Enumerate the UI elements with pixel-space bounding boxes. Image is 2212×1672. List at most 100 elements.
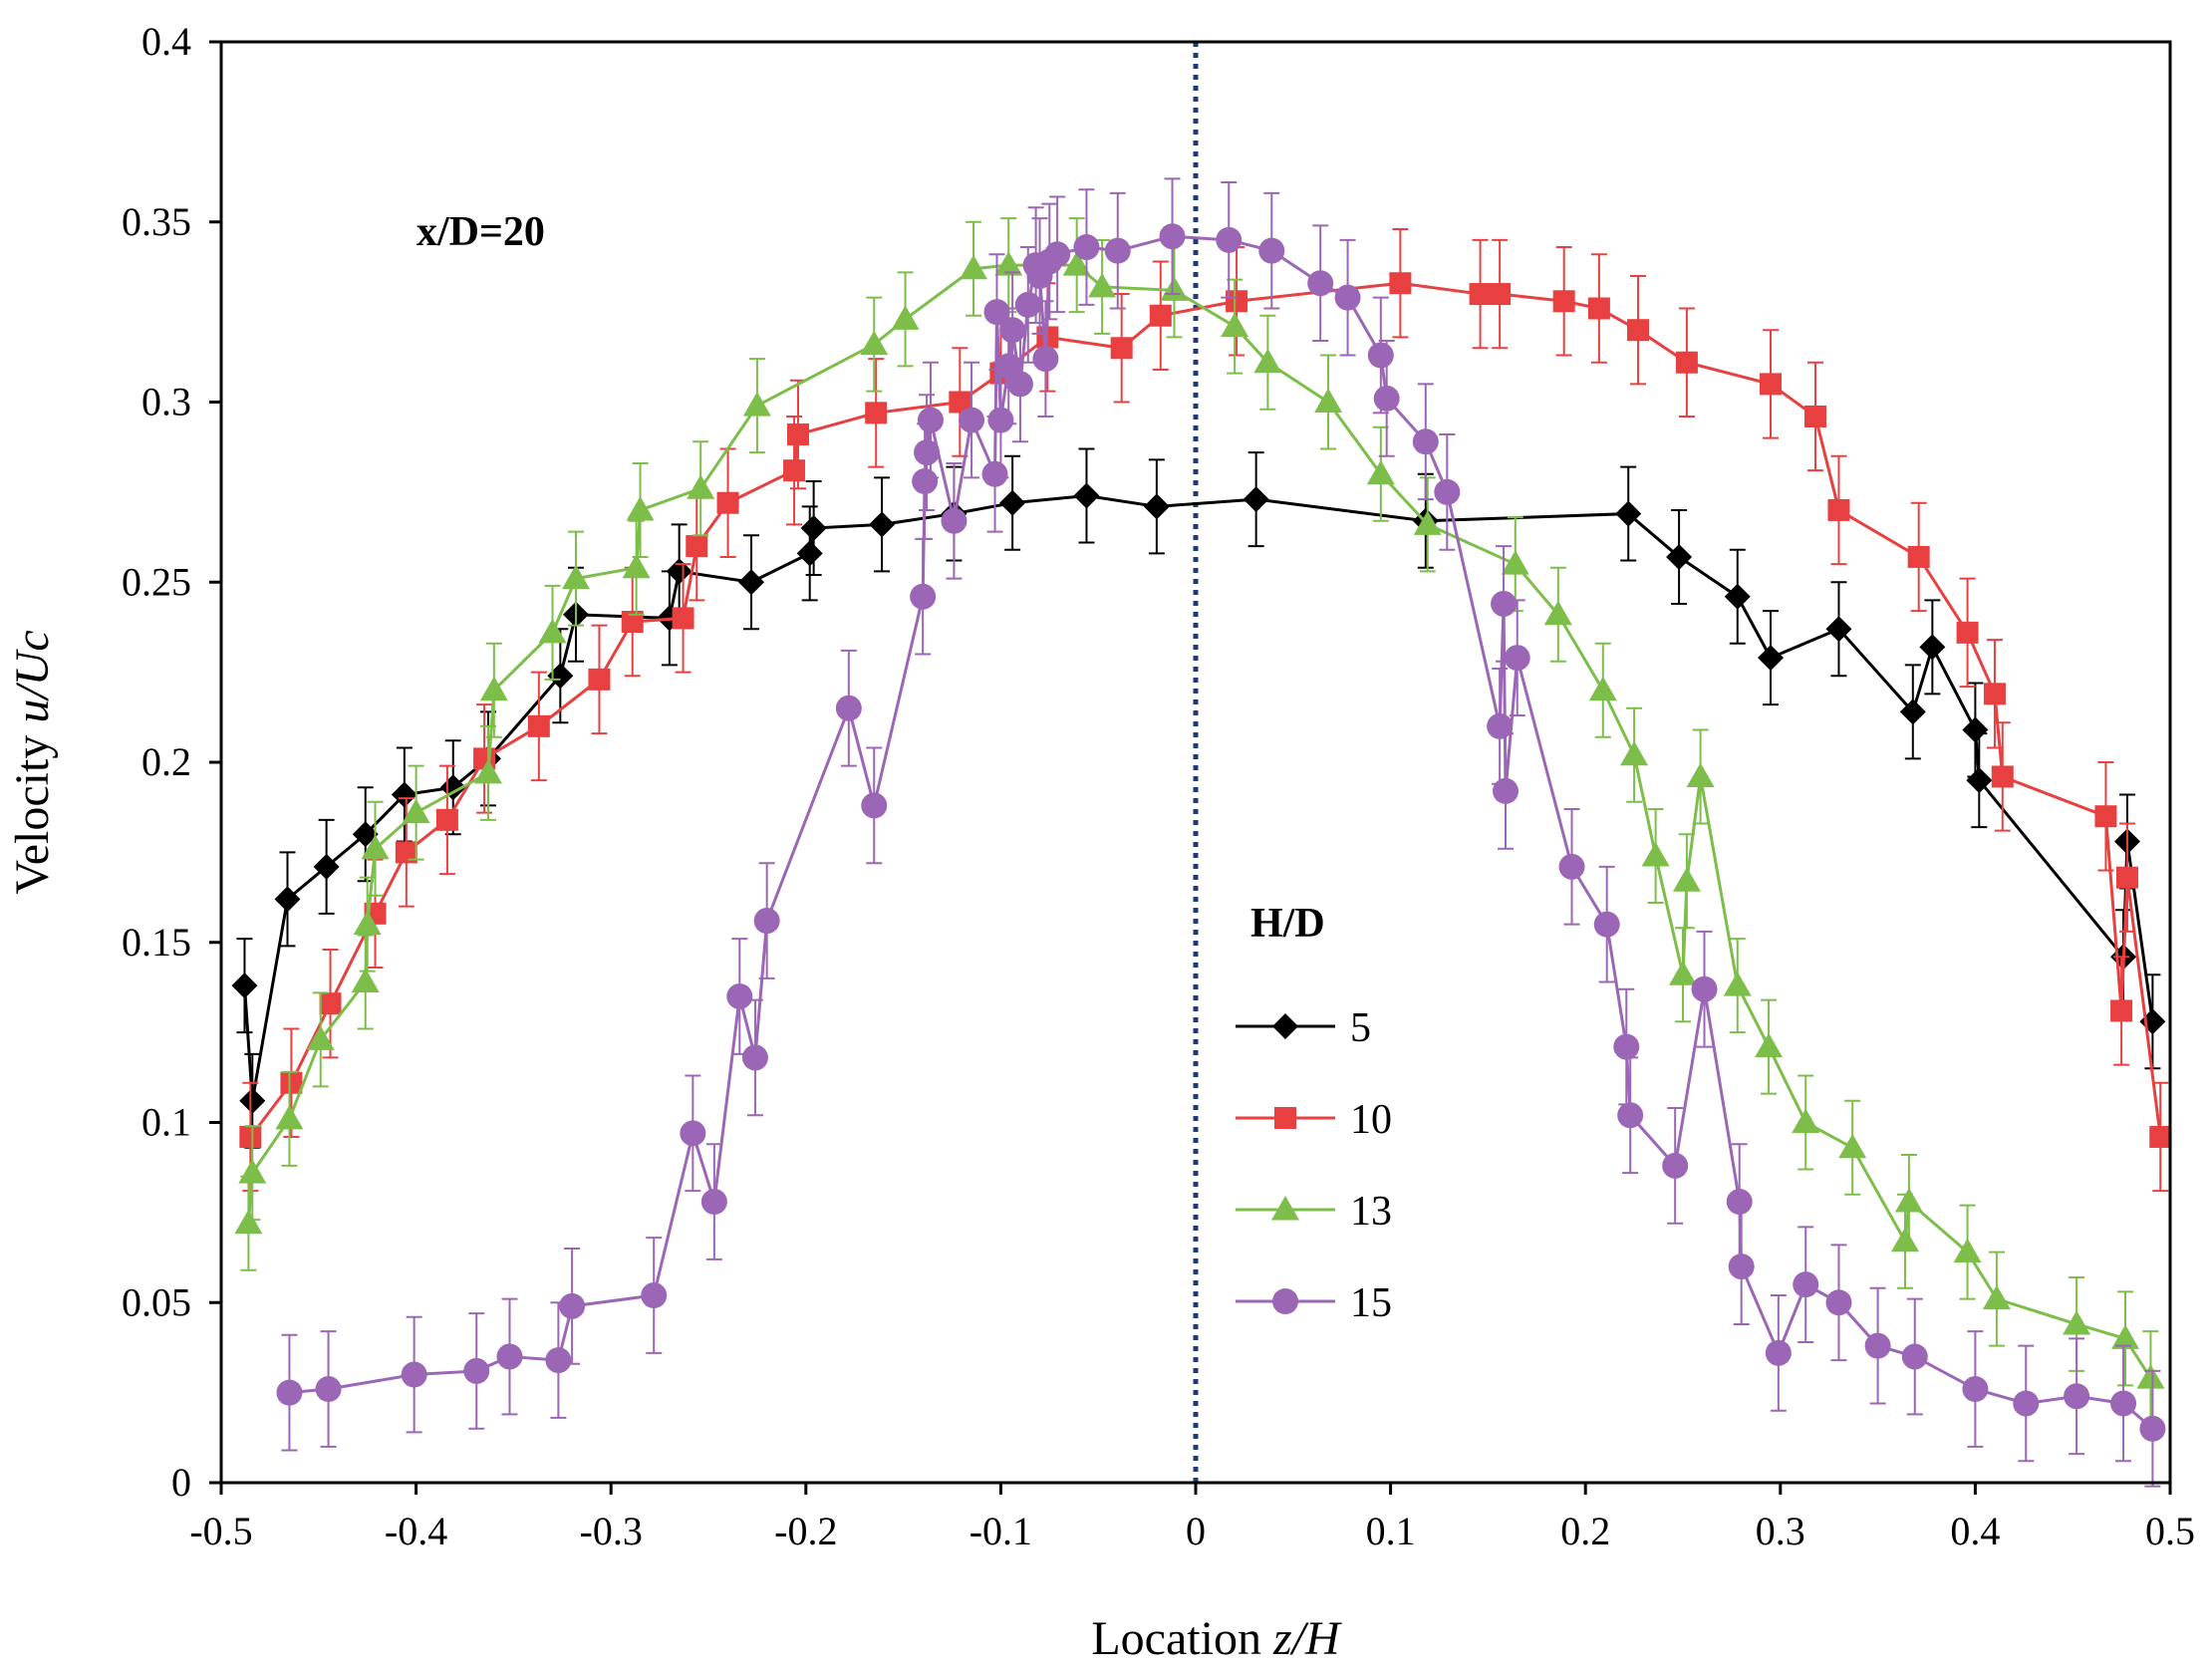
data-point [1253, 348, 1282, 374]
data-point [1641, 841, 1670, 867]
data-point [1434, 478, 1461, 505]
data-point [1216, 226, 1243, 253]
legend: H/D 5 10 13 15 [1236, 901, 1392, 1326]
data-point [800, 515, 827, 542]
series-line-15 [289, 234, 2154, 1430]
x-tick-label: -0.5 [189, 1509, 252, 1553]
data-point [753, 908, 780, 935]
legend-marker [1272, 1288, 1298, 1314]
data-point [315, 1376, 342, 1403]
data-point [2149, 1125, 2172, 1148]
data-point [1143, 493, 1170, 520]
data-point [1493, 777, 1520, 804]
data-point [865, 402, 888, 424]
data-point [1864, 1332, 1891, 1359]
data-point [1620, 740, 1649, 766]
legend-item-5: 5 [1236, 1005, 1371, 1051]
data-point [238, 1159, 267, 1184]
data-point [1501, 550, 1529, 575]
series-line-5 [242, 493, 2154, 1102]
data-point [783, 459, 806, 482]
data-point [1373, 385, 1400, 412]
series-10 [239, 227, 2172, 1193]
data-point [1487, 712, 1514, 739]
data-point [402, 798, 430, 824]
data-point [869, 511, 896, 538]
data-point [588, 668, 611, 691]
data-point [981, 460, 1008, 487]
series-13 [234, 217, 2165, 1427]
data-point [1149, 304, 1172, 327]
x-tick-label: -0.3 [580, 1509, 643, 1553]
data-point [1243, 486, 1269, 513]
data-point [1838, 1133, 1867, 1159]
data-point [1726, 1189, 1753, 1216]
data-point [361, 834, 390, 860]
data-point [796, 540, 823, 567]
data-point [234, 1209, 263, 1235]
data-point [983, 299, 1010, 326]
data-point [559, 1292, 586, 1319]
data-point [1627, 319, 1650, 342]
y-tick-label: 0 [171, 1460, 191, 1505]
data-point [479, 676, 508, 701]
data-point [1314, 388, 1343, 413]
y-tick-label: 0.05 [122, 1279, 191, 1324]
x-tick-label: 0 [1186, 1509, 1206, 1553]
data-point [401, 1361, 427, 1388]
data-point [1504, 645, 1530, 672]
data-point [1110, 337, 1133, 360]
y-axis-title-prefix: Velocity [6, 723, 59, 895]
data-point [313, 853, 340, 880]
data-point [700, 1189, 727, 1216]
data-point [527, 714, 550, 737]
data-point [1723, 972, 1752, 996]
data-point [999, 489, 1026, 516]
data-point [473, 758, 502, 784]
data-point [1366, 459, 1395, 485]
data-point [1073, 234, 1100, 261]
data-point [1672, 867, 1701, 892]
y-axis-title-variable: u/Uc [6, 630, 59, 722]
y-tick-label: 0.1 [141, 1100, 191, 1145]
data-point [999, 317, 1026, 344]
data-point [687, 474, 715, 499]
data-point [1804, 405, 1827, 427]
data-point [1827, 498, 1850, 521]
data-point [1044, 241, 1071, 268]
series-line-13 [246, 263, 2152, 1379]
data-point [914, 439, 941, 466]
data-point [280, 1071, 303, 1094]
x-tick-label: 0.2 [1560, 1509, 1610, 1553]
plot-frame [219, 40, 2172, 1485]
data-point [2139, 1415, 2166, 1442]
data-point [1159, 223, 1186, 250]
data-point [861, 792, 888, 819]
data-point [496, 1343, 523, 1370]
legend-title: H/D [1250, 901, 1325, 947]
data-point [1489, 283, 1512, 306]
legend-item-10: 10 [1236, 1097, 1392, 1143]
data-point [1669, 961, 1697, 985]
data-point [1367, 342, 1394, 369]
data-point [276, 1379, 303, 1406]
legend-marker [1274, 1107, 1296, 1129]
data-point [1728, 1254, 1755, 1280]
data-point [891, 305, 920, 330]
legend-label: 13 [1350, 1189, 1392, 1235]
data-point [2136, 1364, 2165, 1389]
data-point [1962, 716, 1989, 743]
data-point [1412, 428, 1439, 455]
data-point [1691, 975, 1718, 1002]
data-point [994, 251, 1023, 276]
data-point [1686, 762, 1715, 787]
legend-label: 5 [1350, 1005, 1371, 1051]
x-axis-title-variable: z/H [1272, 1612, 1342, 1665]
data-point [672, 607, 694, 630]
legend-marker [1271, 1196, 1299, 1221]
data-point [1991, 765, 2014, 788]
data-point [1587, 297, 1610, 320]
data-point [1666, 543, 1693, 570]
data-point [1962, 1376, 1989, 1403]
